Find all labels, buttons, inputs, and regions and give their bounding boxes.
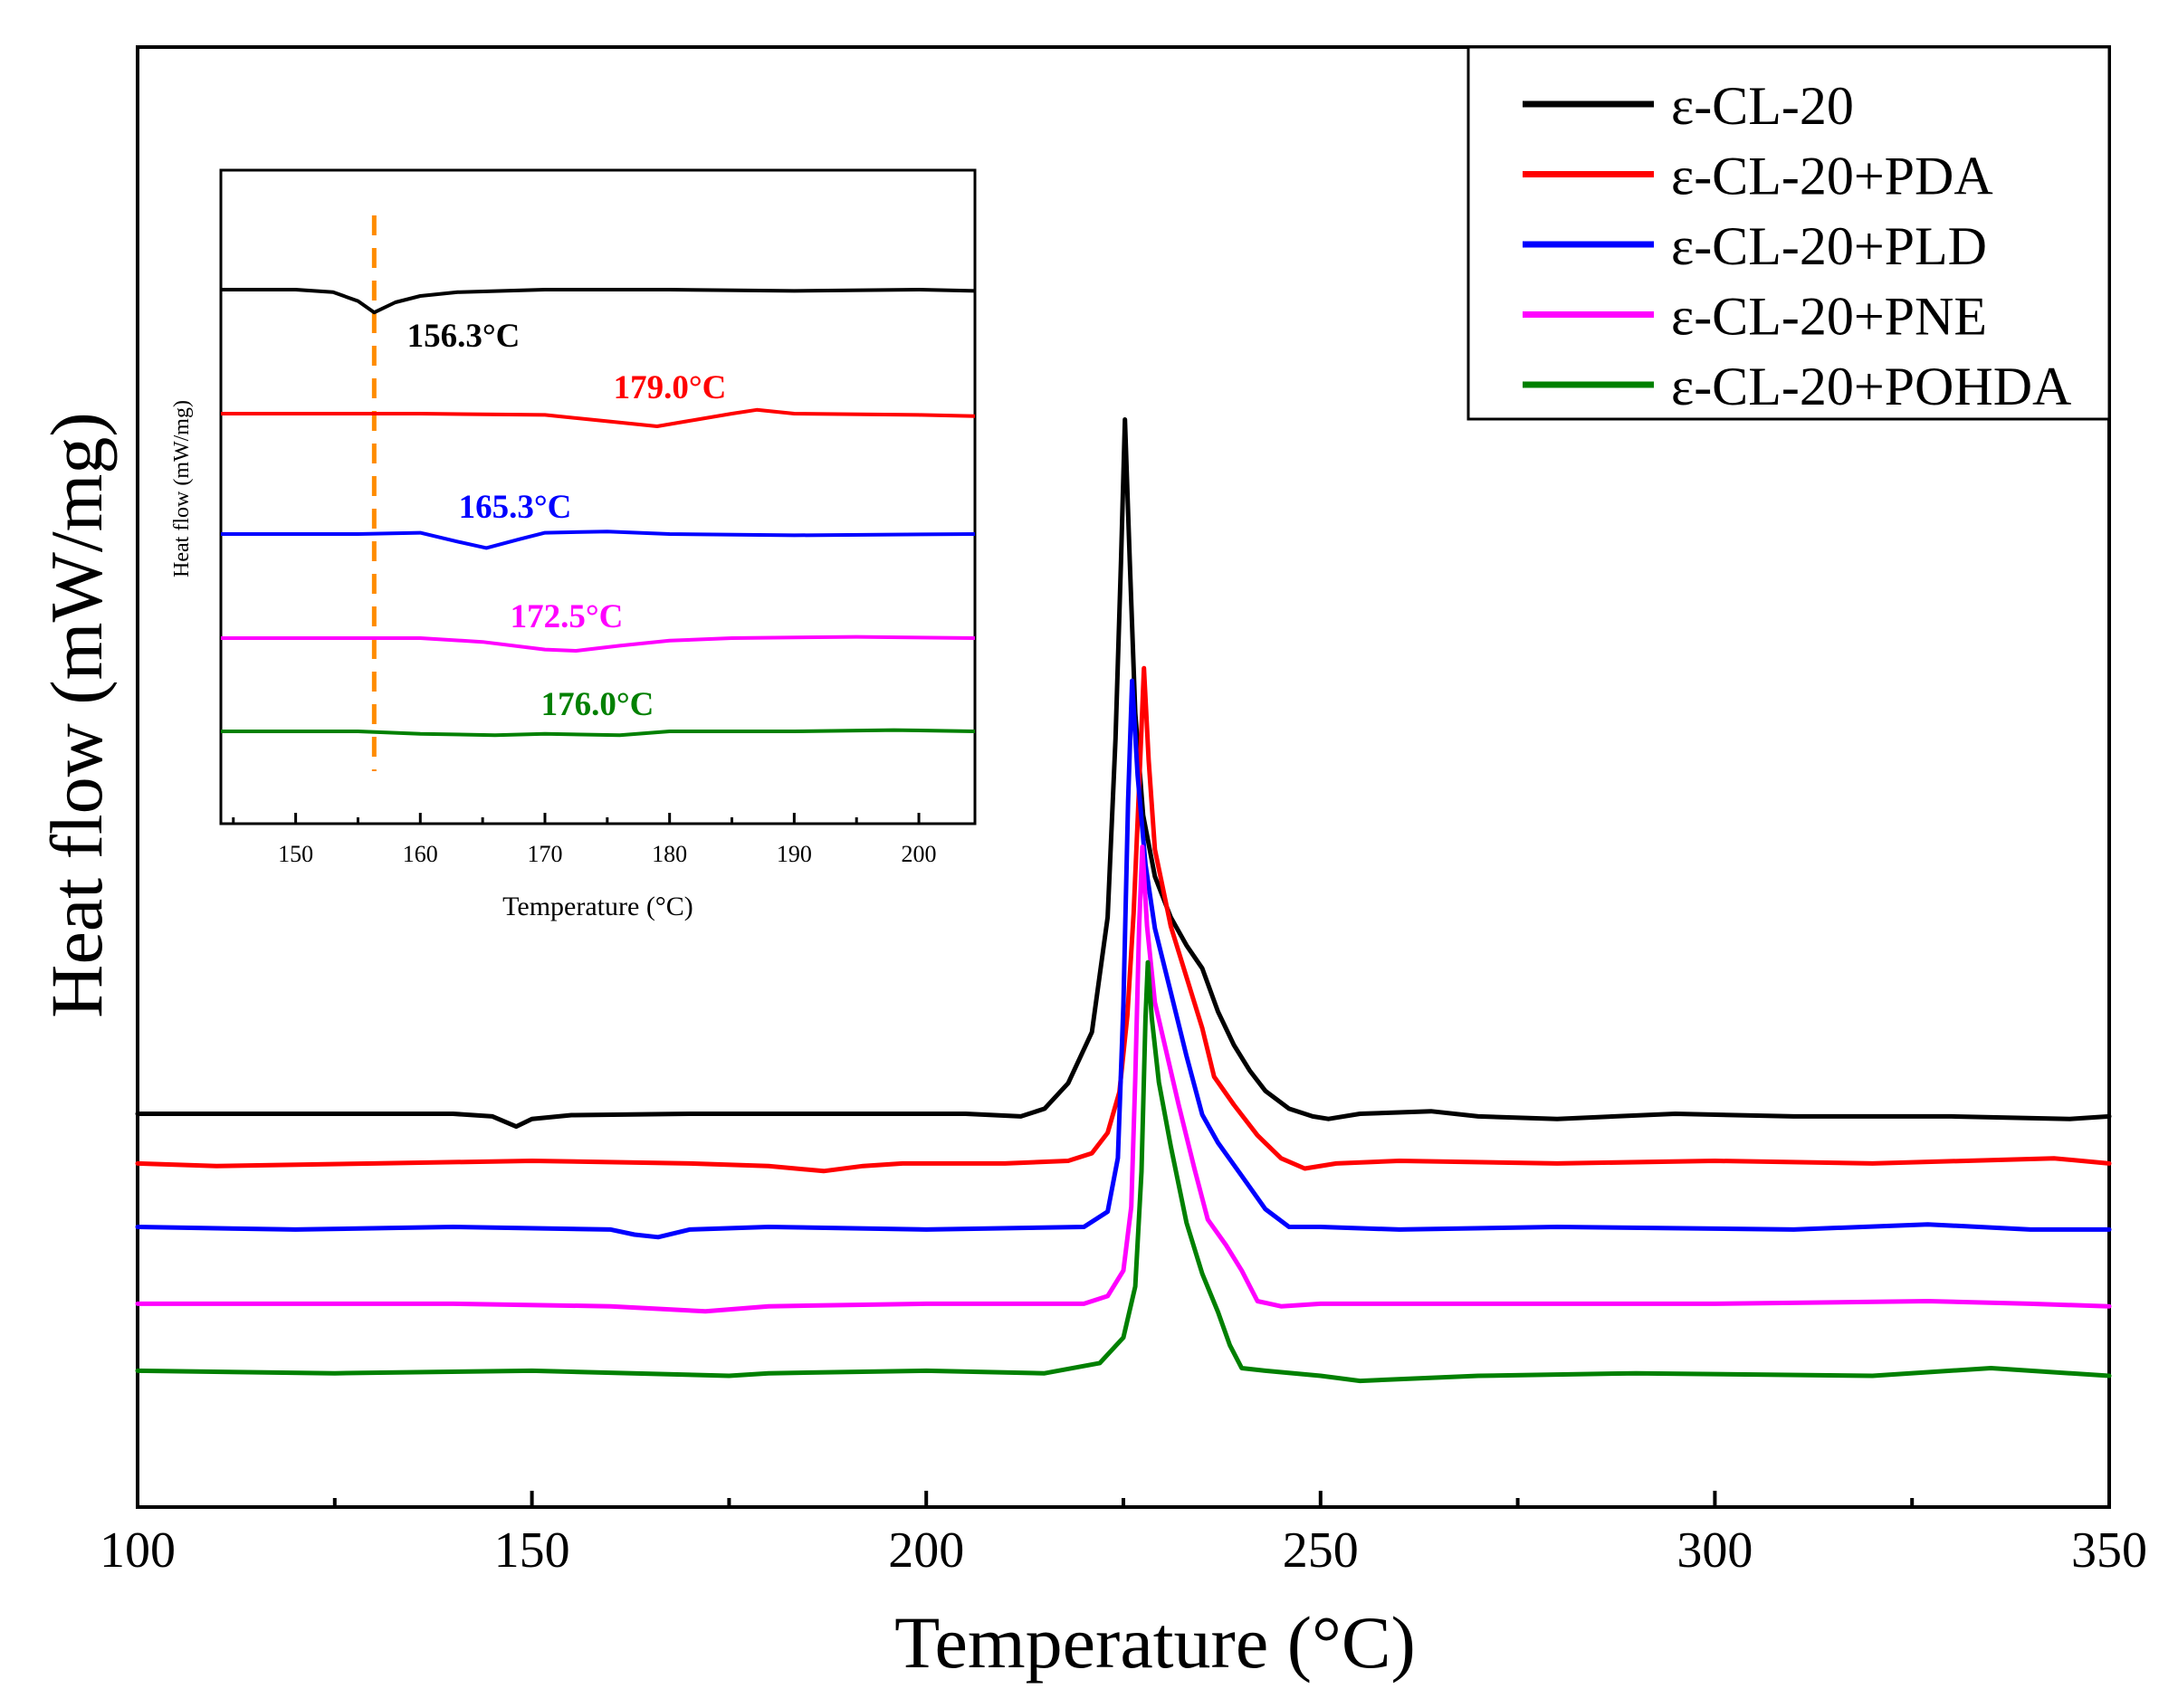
inset-x-tick-label: 180	[652, 841, 687, 867]
legend-entry: ε-CL-20+PLD	[1671, 216, 1987, 276]
legend-entry: ε-CL-20+PDA	[1671, 147, 1993, 206]
inset-series-line-cl-20-pohda	[221, 728, 976, 738]
inset-annotation-172-5-c: 172.5°C	[511, 598, 624, 635]
inset-series-line-cl-20-pda	[221, 407, 976, 428]
inset-plot: 150 160 170 180 190 200 Temperature (°C) Heat f…	[170, 168, 977, 921]
legend: ε-CL-20 ε-CL-20+PDA ε-CL-20+PLD ε-CL-20+PNE…	[1466, 45, 2111, 421]
inset-annotation-156-3-c: 156.3°C	[407, 318, 521, 355]
inset-x-tick-label: 150	[278, 841, 313, 867]
x-axis-label: Temperature (°C)	[894, 1601, 1416, 1684]
series-line-cl-20-pld	[135, 678, 2112, 1240]
x-tick-label: 150	[494, 1522, 570, 1579]
x-tick-label: 350	[2071, 1522, 2147, 1579]
inset-x-axis-label: Temperature (°C)	[502, 892, 693, 921]
legend-entry: ε-CL-20	[1671, 76, 1854, 136]
legend-entry: ε-CL-20+PNE	[1671, 287, 1987, 347]
series-line-cl-20-pda	[135, 665, 2112, 1174]
x-tick-label: 100	[100, 1522, 176, 1579]
inset-y-axis-label: Heat flow (mW/mg)	[170, 400, 194, 577]
inset-series-line-cl-20	[221, 288, 976, 315]
inset-series-line-cl-20-pne	[221, 635, 976, 653]
x-tick-label: 300	[1676, 1522, 1753, 1579]
x-tick-label: 200	[888, 1522, 964, 1579]
inset-x-tick-label: 170	[527, 841, 562, 867]
inset-x-tick-label: 190	[777, 841, 812, 867]
legend-box	[1466, 45, 2111, 421]
inset-x-tick-label: 200	[902, 841, 937, 867]
inset-series-line-cl-20-pld	[221, 530, 976, 550]
inset-frame	[219, 168, 977, 825]
x-tick-label: 250	[1283, 1522, 1359, 1579]
main-plot: 100 150 200 250 300 350 Temperature (°C) Heat f…	[35, 45, 2147, 1684]
legend-entry: ε-CL-20+POHDA	[1671, 357, 2071, 416]
inset-x-tick-label: 160	[403, 841, 438, 867]
inset-annotation-179-0-c: 179.0°C	[614, 369, 727, 406]
inset-annotation-176-0-c: 176.0°C	[541, 686, 654, 723]
y-axis-label: Heat flow (mW/mg)	[35, 412, 118, 1017]
series-line-cl-20-pohda	[135, 959, 2112, 1384]
series-line-cl-20-pne	[135, 844, 2112, 1314]
inset-annotation-165-3-c: 165.3°C	[459, 489, 572, 526]
